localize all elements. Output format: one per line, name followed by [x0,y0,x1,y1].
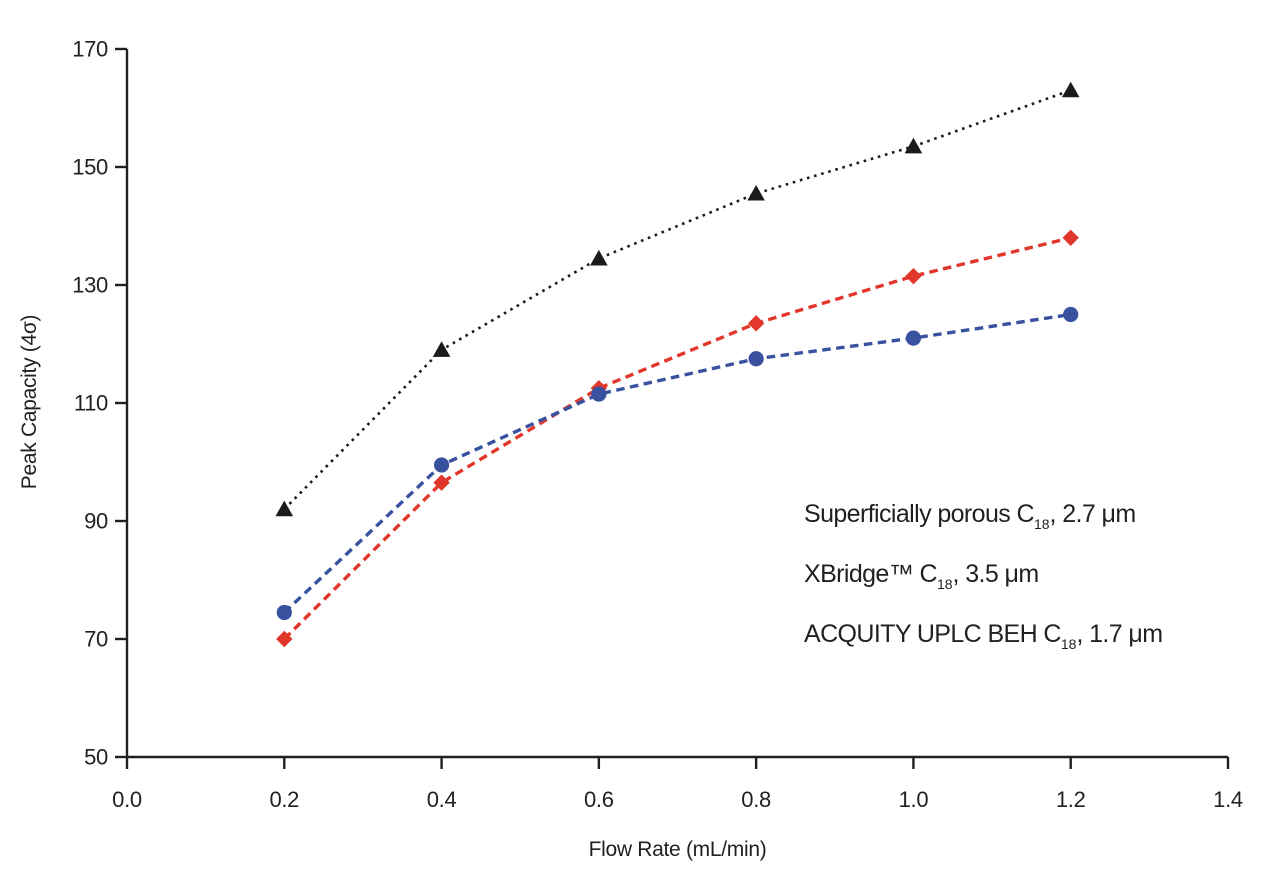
x-tick-label: 0.6 [584,787,614,812]
y-tick-label: 170 [72,37,108,62]
legend-text-part: , 2.7 μm [1049,500,1137,528]
legend: Superficially porous C18, 2.7 μm XBridge… [804,489,1163,669]
y-axis-label: Peak Capacity (4σ) [18,314,41,490]
marker-circle [433,457,450,473]
marker-circle [591,386,607,402]
legend-text-part: Superficially porous C [804,500,1035,528]
legend-subscript: 18 [1033,516,1050,532]
y-tick-label: 110 [74,391,108,416]
marker-triangle [590,249,608,266]
x-tick-label: 0.2 [269,787,299,812]
x-axis-label: Flow Rate (mL/min) [588,838,767,861]
marker-circle [748,351,764,367]
y-tick-label: 150 [72,155,108,180]
legend-line-acquity: ACQUITY UPLC BEH C18, 1.7 μm [804,609,1163,669]
y-tick-label: 70 [84,627,108,652]
series-line-1 [283,89,1072,511]
marker-diamond [747,315,765,332]
x-tick-label: 1.0 [899,787,929,812]
marker-triangle [432,341,451,357]
legend-text-part: , 3.5 μm [952,560,1040,588]
marker-diamond [905,267,922,285]
marker-triangle [1061,81,1080,98]
legend-text-part: XBridge™ C [804,560,938,588]
marker-triangle [904,137,923,154]
x-tick-label: 0.8 [741,787,771,812]
series-line-3 [283,312,1071,614]
legend-subscript: 18 [1060,636,1077,652]
x-tick-label: 0.0 [112,787,142,812]
y-tick-label: 90 [84,509,108,534]
legend-text-part: , 1.7 μm [1076,620,1163,648]
x-tick-label: 0.4 [427,787,457,812]
legend-line-xbridge: XBridge™ C18, 3.5 μm [804,549,1162,609]
series-line-2 [283,236,1072,641]
y-tick-label: 130 [72,273,108,298]
x-tick-label: 1.4 [1213,787,1243,812]
marker-triangle [275,500,294,517]
marker-circle [276,604,292,621]
legend-text-part: ACQUITY UPLC BEH C [804,620,1061,648]
marker-diamond [1062,229,1079,246]
marker-diamond [433,474,450,491]
legend-subscript: 18 [936,576,953,592]
y-tick-label: 50 [84,745,108,770]
marker-triangle [747,184,765,201]
marker-circle [1063,306,1079,323]
x-tick-label: 1.2 [1056,787,1086,812]
marker-diamond [276,630,293,648]
legend-line-superficially-porous: Superficially porous C18, 2.7 μm [804,489,1162,549]
marker-circle [905,330,922,346]
